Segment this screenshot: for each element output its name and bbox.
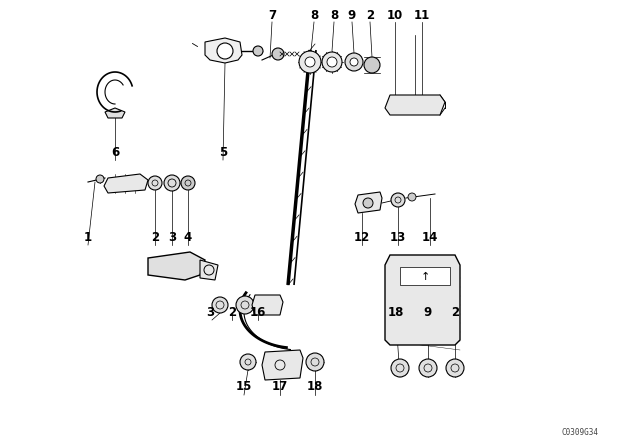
Circle shape xyxy=(272,48,284,60)
Polygon shape xyxy=(205,38,242,63)
Text: 10: 10 xyxy=(387,9,403,22)
Text: 18: 18 xyxy=(388,306,404,319)
Polygon shape xyxy=(105,108,125,118)
Text: 11: 11 xyxy=(414,9,430,22)
Text: 3: 3 xyxy=(206,306,214,319)
Circle shape xyxy=(305,57,315,67)
Text: 9: 9 xyxy=(348,9,356,22)
Text: 2: 2 xyxy=(451,306,459,319)
Circle shape xyxy=(327,57,337,67)
Text: C0309G34: C0309G34 xyxy=(561,427,598,436)
Circle shape xyxy=(240,354,256,370)
Polygon shape xyxy=(262,350,303,380)
Circle shape xyxy=(345,53,363,71)
Circle shape xyxy=(408,193,416,201)
Circle shape xyxy=(217,43,233,59)
Text: 15: 15 xyxy=(236,380,252,393)
Text: 9: 9 xyxy=(424,306,432,319)
Text: 12: 12 xyxy=(354,231,370,244)
Circle shape xyxy=(306,353,324,371)
Polygon shape xyxy=(355,192,382,213)
Polygon shape xyxy=(148,252,205,280)
Text: 2: 2 xyxy=(151,231,159,244)
Circle shape xyxy=(419,359,437,377)
Text: 13: 13 xyxy=(390,231,406,244)
Text: 5: 5 xyxy=(219,146,227,159)
Circle shape xyxy=(322,52,342,72)
Circle shape xyxy=(446,359,464,377)
Circle shape xyxy=(164,175,180,191)
Polygon shape xyxy=(200,260,218,280)
Circle shape xyxy=(253,46,263,56)
Circle shape xyxy=(364,57,380,73)
Text: 7: 7 xyxy=(268,9,276,22)
Text: 18: 18 xyxy=(307,380,323,393)
Circle shape xyxy=(181,176,195,190)
Circle shape xyxy=(391,193,405,207)
Text: 3: 3 xyxy=(168,231,176,244)
Text: 2: 2 xyxy=(228,306,236,319)
Text: 14: 14 xyxy=(422,231,438,244)
Circle shape xyxy=(363,198,373,208)
Text: 2: 2 xyxy=(366,9,374,22)
Polygon shape xyxy=(385,95,445,115)
Text: 17: 17 xyxy=(272,380,288,393)
Polygon shape xyxy=(252,295,283,315)
Circle shape xyxy=(299,51,321,73)
Text: 4: 4 xyxy=(184,231,192,244)
Text: 8: 8 xyxy=(310,9,318,22)
Polygon shape xyxy=(104,174,148,193)
Text: 1: 1 xyxy=(84,231,92,244)
Bar xyxy=(400,267,450,285)
Circle shape xyxy=(391,359,409,377)
Circle shape xyxy=(96,175,104,183)
Polygon shape xyxy=(385,255,460,345)
Text: 6: 6 xyxy=(111,146,119,159)
Text: 16: 16 xyxy=(250,306,266,319)
Text: 8: 8 xyxy=(330,9,338,22)
Circle shape xyxy=(148,176,162,190)
Circle shape xyxy=(236,296,254,314)
Text: ↑: ↑ xyxy=(420,272,429,282)
Circle shape xyxy=(212,297,228,313)
Circle shape xyxy=(350,58,358,66)
